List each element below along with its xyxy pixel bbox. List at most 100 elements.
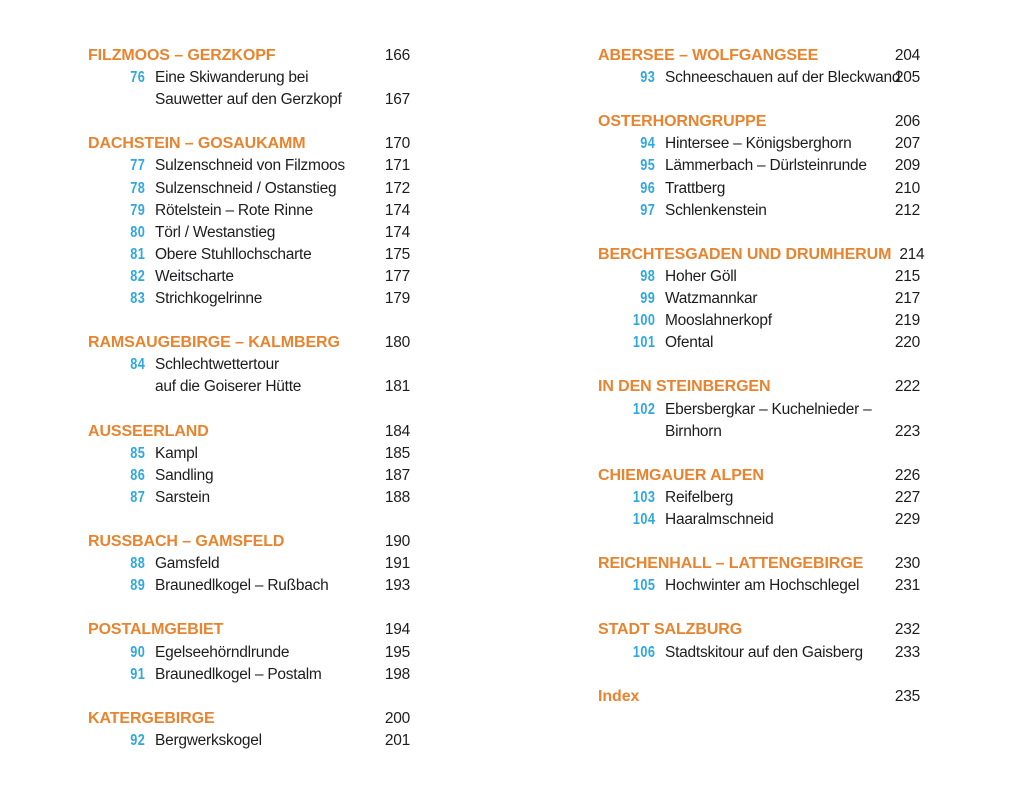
section-page-number: 180 [384,334,410,352]
section-page-number: 206 [894,113,920,131]
entry-number-text: 92 [130,731,145,749]
entry-page-number: 209 [894,157,920,175]
section-title: AUSSEERLAND [88,422,209,440]
entry-number-text: 78 [130,179,145,197]
entry-title: Kampl [155,443,377,465]
entry-number-text: 105 [632,577,655,595]
section-title: FILZMOOS – GERZKOPF [88,47,276,64]
entry-page-number: 191 [384,555,410,573]
entry-number: 97 [598,200,655,222]
entry-title: Stadtskitour auf den Gaisberg [665,642,887,664]
entry-title: Braunedlkogel – Rußbach [155,575,377,597]
entry-title-line: Sauwetter auf den Gerzkopf [155,91,342,109]
entry-title-line: Sandling [155,466,214,484]
entry-number: 88 [88,553,145,575]
entry-title-line: Gamsfeld [155,555,220,573]
entry-page-number: 205 [894,69,920,87]
entry-number: 104 [598,509,655,531]
toc-entry: 104 Haaralmschneid 229 [598,509,921,531]
section-header: CHIEMGAUER ALPEN 226 [598,465,920,487]
toc-entry: 105 Hochwinter am Hochschlegel 231 [598,575,921,597]
entry-page-number: 231 [894,577,920,595]
section-title: Index [598,687,640,705]
entry-number-text: 91 [130,665,145,683]
toc-entry: 90 Egelseehörndlrunde 195 [88,642,410,664]
section-page-number: 166 [384,47,410,64]
entry-page-number: 227 [894,488,920,506]
entry-title: Egelseehörndlrunde [155,642,377,664]
entry-number-text: 89 [130,577,145,595]
toc-section: RUSSBACH – GAMSFELD 190 88 Gamsfeld 191 89 Bra… [88,531,410,597]
toc-entry: 76 Eine Skiwanderung bei Sauwetter auf den… [88,67,410,111]
section-title: STADT SALZBURG [598,621,743,639]
entry-page-number: 212 [894,201,920,219]
toc-entry: 98 Hoher Göll 215 [598,266,920,288]
entry-title: Lämmerbach – Dürlsteinrunde [665,155,887,177]
toc-entry: 103 Reifelberg 227 [598,487,921,509]
entry-number-text: 94 [640,135,655,153]
entry-title-line: Egelseehörndlrunde [155,643,290,661]
entry-page-number: 198 [384,665,410,683]
section-title: RUSSBACH – GAMSFELD [88,533,285,551]
toc-section: BERCHTESGADEN UND DRUMHERUM 214 98 Hoher Gö… [598,244,925,354]
entry-number-text: 87 [130,488,145,506]
entry-number: 89 [88,575,145,597]
section-title: KATERGEBIRGE [88,709,215,727]
entry-number: 77 [88,155,145,177]
entry-number-text: 77 [130,157,145,175]
entry-number: 83 [88,288,145,310]
entry-title-line: Schlenkenstein [665,201,767,219]
entry-number: 91 [88,664,145,686]
entry-number-text: 82 [130,267,145,285]
toc-entry: 94 Hintersee – Königsberghorn 207 [598,133,920,155]
section-page-number: 222 [894,378,920,396]
toc-section: Index 235 [598,686,920,708]
entry-title: Sarstein [155,487,377,509]
section-header: ABERSEE – WOLFGANGSEE 204 [598,45,920,67]
entry-number: 98 [598,266,655,288]
entry-title: Hintersee – Königsberghorn [665,133,887,155]
entry-number: 80 [88,222,145,244]
entry-title-line: Sarstein [155,488,210,506]
toc-section: FILZMOOS – GERZKOPF 166 76 Eine Skiwanderun… [88,45,410,111]
entry-number: 96 [598,178,655,200]
toc-section: OSTERHORNGRUPPE 206 94 Hintersee – Königsbe… [598,111,920,221]
entry-number-text: 100 [632,312,655,330]
section-header: AUSSEERLAND 184 [88,421,410,443]
entry-title-line: Sulzenschneid von Filzmoos [155,157,345,175]
entry-page-number: 181 [384,378,410,396]
entry-number: 100 [598,310,655,332]
section-header: FILZMOOS – GERZKOPF 166 [88,45,410,67]
section-title: BERCHTESGADEN UND DRUMHERUM [598,245,892,263]
entry-title: Hochwinter am Hochschlegel [665,575,887,597]
entry-title: Braunedlkogel – Postalm [155,664,377,686]
toc-section: RAMSAUGEBIRGE – KALMBERG 180 84 Schlechtwet… [88,332,410,398]
entry-title-line: Braunedlkogel – Rußbach [155,577,329,595]
section-title: OSTERHORNGRUPPE [598,113,767,131]
toc-section: ABERSEE – WOLFGANGSEE 204 93 Schneeschauen … [598,45,920,89]
section-header: POSTALMGEBIET 194 [88,619,410,641]
toc-section: DACHSTEIN – GOSAUKAMM 170 77 Sulzenschneid … [88,133,410,310]
section-header: STADT SALZBURG 232 [598,619,920,641]
toc-entry: 78 Sulzenschneid / Ostanstieg 172 [88,178,410,200]
entry-title-line: Braunedlkogel – Postalm [155,665,322,683]
entry-number-text: 81 [130,245,145,263]
toc-section: CHIEMGAUER ALPEN 226 103 Reifelberg 227 104 Ha… [598,465,920,531]
entry-title-line: Kampl [155,444,198,462]
entry-title: Obere Stuhllochscharte [155,244,377,266]
entry-page-number: 217 [894,290,920,308]
entry-title: Mooslahnerkopf [665,310,887,332]
entry-page-number: 185 [384,444,410,462]
section-page-number: 190 [384,533,410,551]
section-page-number: 230 [894,555,920,573]
toc-entry: 88 Gamsfeld 191 [88,553,410,575]
toc-entry: 89 Braunedlkogel – Rußbach 193 [88,575,410,597]
entry-title-line: Lämmerbach – Dürlsteinrunde [665,157,867,175]
toc-section: IN DEN STEINBERGEN 222 102 Ebersbergkar – K… [598,376,920,442]
entry-title-line: Schlechtwettertour [155,356,279,374]
entry-title: Rötelstein – Rote Rinne [155,200,377,222]
entry-number-text: 104 [632,510,655,528]
entry-title-line: Strichkogelrinne [155,290,263,308]
entry-page-number: 174 [384,223,410,241]
entry-title: Törl / Westanstieg [155,222,377,244]
